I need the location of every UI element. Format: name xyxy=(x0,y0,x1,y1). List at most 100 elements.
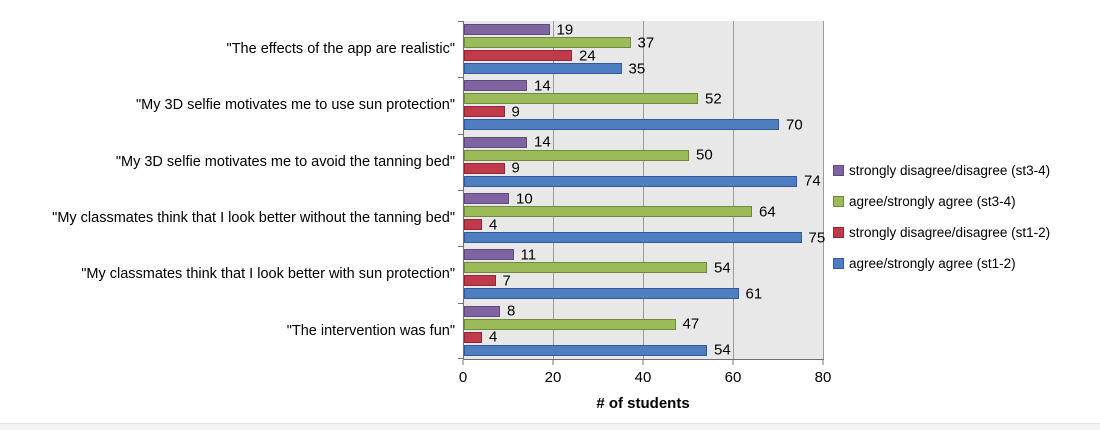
bar-red xyxy=(464,331,482,343)
bar-value-label: 52 xyxy=(704,90,722,108)
category-label: "My 3D selfie motivates me to avoid the … xyxy=(115,153,455,170)
bar-value-label: 54 xyxy=(714,341,731,359)
legend-item: agree/strongly agree (st3-4) xyxy=(833,186,1050,217)
legend-label: agree/strongly agree (st1-2) xyxy=(849,256,1016,271)
bar-green xyxy=(464,37,631,49)
bar-group: 11 54 7 61 xyxy=(464,246,824,302)
x-tick-label: 20 xyxy=(544,369,562,386)
legend-item: strongly disagree/disagree (st1-2) xyxy=(833,217,1050,248)
category-axis: "The effects of the app are realistic" "M… xyxy=(4,21,455,359)
category-label: "The effects of the app are realistic" xyxy=(226,41,455,58)
bar-row: 19 xyxy=(464,21,824,39)
bar-blue xyxy=(464,232,802,244)
x-tick-mark xyxy=(822,360,824,365)
y-tick-mark xyxy=(458,358,463,359)
bar-value-label: 47 xyxy=(682,315,700,333)
bar-value-label: 7 xyxy=(502,272,511,290)
bar-value-label: 8 xyxy=(507,302,516,320)
bar-value-label: 61 xyxy=(745,285,763,303)
x-tick-label: 0 xyxy=(458,369,468,386)
bar-blue xyxy=(464,119,779,131)
bar-green xyxy=(464,149,689,161)
bar-blue xyxy=(464,175,797,187)
bar-row: 50 xyxy=(464,146,824,164)
bar-row: 7 xyxy=(464,272,824,290)
bar-value-label: 10 xyxy=(516,190,533,208)
bar-row: 37 xyxy=(464,34,824,52)
bar-value-label: 35 xyxy=(628,60,646,78)
legend-item: agree/strongly agree (st1-2) xyxy=(833,248,1050,279)
legend-swatch xyxy=(833,165,844,176)
bar-group: 14 52 9 70 xyxy=(464,77,824,133)
x-tick-mark xyxy=(732,360,734,365)
y-tick-mark xyxy=(458,133,463,135)
bar-value-label: 14 xyxy=(534,133,551,151)
x-tick-mark xyxy=(642,360,644,365)
x-tick-label: 80 xyxy=(814,369,832,386)
bar-purple xyxy=(464,193,509,205)
bar-blue xyxy=(464,63,622,75)
y-tick-mark xyxy=(458,302,463,304)
bar-row: 75 xyxy=(464,230,825,245)
legend-item: strongly disagree/disagree (st3-4) xyxy=(833,155,1050,186)
bar-value-label: 50 xyxy=(696,146,713,164)
y-tick-mark xyxy=(458,77,463,79)
plot-area: 19 37 24 35 14 52 9 70 14 50 9 74 10 64 4 75 11 54 7 61 8 47 4… xyxy=(463,21,825,360)
page-bottom-divider xyxy=(0,423,1100,430)
bar-row: 10 xyxy=(464,190,824,208)
bar-green xyxy=(464,262,707,274)
bar-row: 9 xyxy=(464,159,824,177)
bar-row: 8 xyxy=(464,302,824,320)
x-axis: 0 20 40 60 80 xyxy=(459,360,831,390)
legend-label: strongly disagree/disagree (st1-2) xyxy=(849,225,1051,240)
bar-value-label: 14 xyxy=(534,77,551,95)
bar-row: 61 xyxy=(464,285,824,303)
bar-red xyxy=(464,106,505,118)
bar-value-label: 64 xyxy=(759,203,776,221)
bar-row: 4 xyxy=(464,216,824,234)
y-axis-tick-marks xyxy=(458,21,463,359)
bar-red xyxy=(464,50,572,62)
bar-group: 19 37 24 35 xyxy=(464,21,824,77)
bar-row: 54 xyxy=(464,260,824,275)
bar-row: 11 xyxy=(464,246,824,264)
bar-value-label: 4 xyxy=(489,328,498,346)
bar-value-label: 37 xyxy=(637,34,655,52)
y-tick-mark xyxy=(458,246,463,248)
bar-red xyxy=(464,219,482,231)
gridline xyxy=(823,21,824,359)
y-tick-mark xyxy=(458,190,463,191)
legend-label: agree/strongly agree (st3-4) xyxy=(849,194,1016,209)
category-label: "My classmates think that I look better … xyxy=(81,266,455,283)
bar-group: 10 64 4 75 xyxy=(464,190,825,246)
x-axis-title: # of students xyxy=(596,395,690,412)
bar-row: 14 xyxy=(464,133,824,151)
y-tick-mark xyxy=(458,21,463,22)
bar-value-label: 24 xyxy=(579,47,596,65)
bar-blue xyxy=(464,344,707,356)
x-tick-label: 60 xyxy=(724,369,742,386)
bar-row: 52 xyxy=(464,90,824,108)
category-label: "The intervention was fun" xyxy=(286,322,455,339)
category-label: "My classmates think that I look better … xyxy=(52,210,455,227)
bar-value-label: 9 xyxy=(511,103,520,121)
bar-value-label: 11 xyxy=(520,246,537,264)
bar-row: 24 xyxy=(464,47,824,65)
bar-row: 4 xyxy=(464,328,824,346)
x-tick-mark xyxy=(462,360,464,365)
legend-swatch xyxy=(833,258,844,269)
bar-row: 9 xyxy=(464,103,824,121)
bar-value-label: 19 xyxy=(556,21,574,39)
x-tick-label: 40 xyxy=(634,369,652,386)
legend: strongly disagree/disagree (st3-4) agree/… xyxy=(833,155,1050,279)
gridline xyxy=(643,21,644,359)
bar-green xyxy=(464,318,676,330)
legend-swatch xyxy=(833,227,844,238)
bar-group: 14 50 9 74 xyxy=(464,134,824,190)
bar-purple xyxy=(464,249,514,261)
bar-row: 54 xyxy=(464,341,824,359)
bar-green xyxy=(464,93,698,105)
bar-value-label: 4 xyxy=(489,216,498,234)
bar-value-label: 9 xyxy=(511,159,520,177)
